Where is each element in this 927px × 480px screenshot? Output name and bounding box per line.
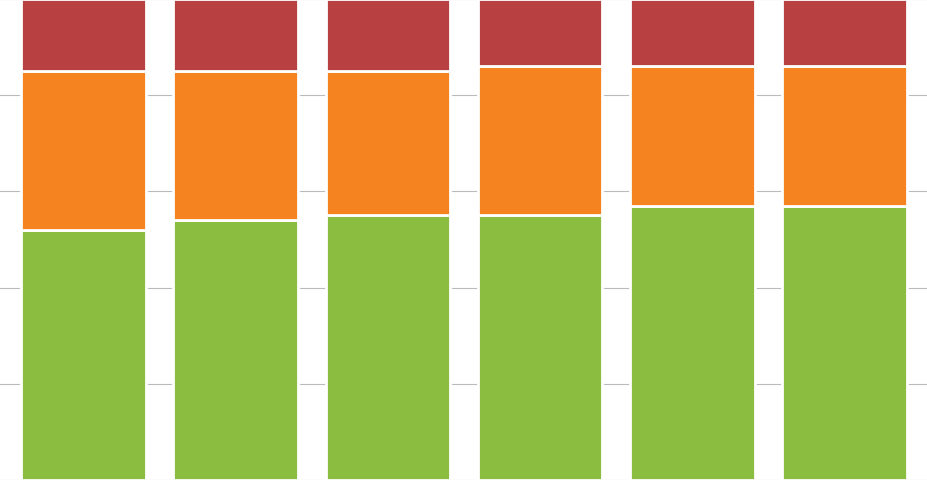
Bar — [173, 221, 298, 480]
Bar — [477, 67, 602, 216]
Bar — [477, 0, 602, 67]
Bar — [173, 0, 298, 72]
Bar — [781, 206, 906, 480]
Bar — [21, 0, 146, 72]
Bar — [629, 67, 754, 206]
Bar — [21, 230, 146, 480]
Bar — [477, 216, 602, 480]
Bar — [21, 72, 146, 230]
Bar — [629, 206, 754, 480]
Bar — [781, 0, 906, 67]
Bar — [325, 216, 450, 480]
Bar — [173, 72, 298, 221]
Bar — [325, 0, 450, 72]
Bar — [629, 0, 754, 67]
Bar — [325, 72, 450, 216]
Bar — [781, 67, 906, 206]
